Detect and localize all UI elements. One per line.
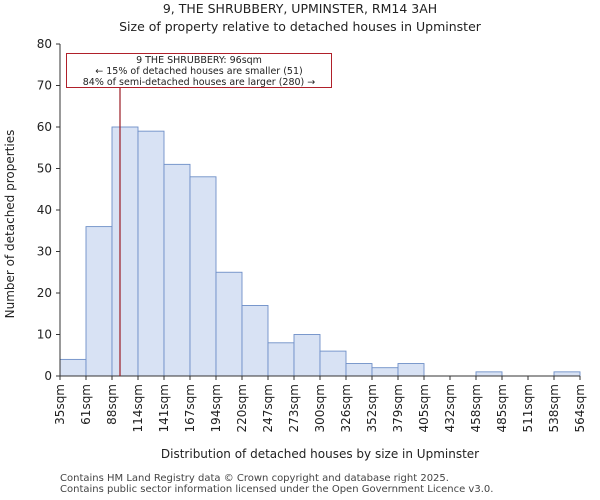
- x-tick-label: 35sqm: [53, 384, 67, 425]
- annotation-line-3: 84% of semi-detached houses are larger (…: [82, 77, 316, 88]
- x-tick-label: 273sqm: [287, 384, 301, 432]
- y-tick-label: 30: [37, 245, 52, 259]
- property-annotation-box: 9 THE SHRUBBERY: 96sqm ← 15% of detached…: [66, 53, 332, 88]
- x-tick-label: 352sqm: [365, 384, 379, 432]
- x-axis-title: Distribution of detached houses by size …: [161, 447, 479, 461]
- chart-title-line-2: Size of property relative to detached ho…: [119, 19, 481, 34]
- histogram-bar: [475, 371, 503, 377]
- x-tick-label: 405sqm: [417, 384, 431, 432]
- y-tick-label: 40: [37, 203, 52, 217]
- footer-line-2: Contains public sector information licen…: [60, 484, 494, 495]
- x-tick-label: 379sqm: [391, 384, 405, 432]
- histogram-bar: [345, 363, 373, 377]
- y-tick-label: 20: [37, 286, 52, 300]
- histogram-bar: [215, 271, 243, 377]
- histogram-bar: [137, 130, 165, 377]
- y-axis-title: Number of detached properties: [3, 130, 17, 319]
- x-tick-label: 300sqm: [313, 384, 327, 432]
- footer-line-1: Contains HM Land Registry data © Crown c…: [60, 473, 449, 484]
- chart-title-line-1: 9, THE SHRUBBERY, UPMINSTER, RM14 3AH: [162, 1, 438, 16]
- x-tick-label: 432sqm: [443, 384, 457, 432]
- histogram-bar: [397, 363, 425, 377]
- y-tick-label: 0: [44, 369, 52, 383]
- x-tick-label: 141sqm: [157, 384, 171, 432]
- histogram-bar: [319, 350, 347, 377]
- x-tick-label: 220sqm: [235, 384, 249, 432]
- histogram-bar: [85, 226, 113, 377]
- x-tick-label: 247sqm: [261, 384, 275, 432]
- histogram-bar: [111, 126, 139, 377]
- histogram-bar: [241, 305, 269, 377]
- y-tick-label: 80: [37, 37, 52, 51]
- x-tick-label: 564sqm: [573, 384, 587, 432]
- x-tick-label: 61sqm: [79, 384, 93, 425]
- y-tick-label: 70: [37, 79, 52, 93]
- histogram-bar: [293, 334, 321, 377]
- x-tick-label: 326sqm: [339, 384, 353, 432]
- annotation-line-2: ← 15% of detached houses are smaller (51…: [95, 66, 303, 77]
- x-tick-label: 538sqm: [547, 384, 561, 432]
- y-tick-label: 10: [37, 328, 52, 342]
- x-tick-label: 485sqm: [495, 384, 509, 432]
- x-tick-label: 88sqm: [105, 384, 119, 425]
- y-tick-label: 50: [37, 162, 52, 176]
- histogram-bar: [189, 176, 217, 377]
- x-tick-label: 114sqm: [131, 384, 145, 432]
- y-tick-label: 60: [37, 120, 52, 134]
- histogram-bar: [371, 367, 399, 377]
- x-tick-label: 458sqm: [469, 384, 483, 432]
- histogram-bar: [267, 342, 295, 377]
- x-tick-label: 167sqm: [183, 384, 197, 432]
- annotation-line-1: 9 THE SHRUBBERY: 96sqm: [136, 55, 262, 66]
- x-tick-label: 511sqm: [521, 384, 535, 432]
- x-tick-label: 194sqm: [209, 384, 223, 432]
- histogram-bar: [553, 371, 581, 377]
- histogram-bar: [59, 358, 87, 377]
- histogram-bar: [163, 163, 191, 377]
